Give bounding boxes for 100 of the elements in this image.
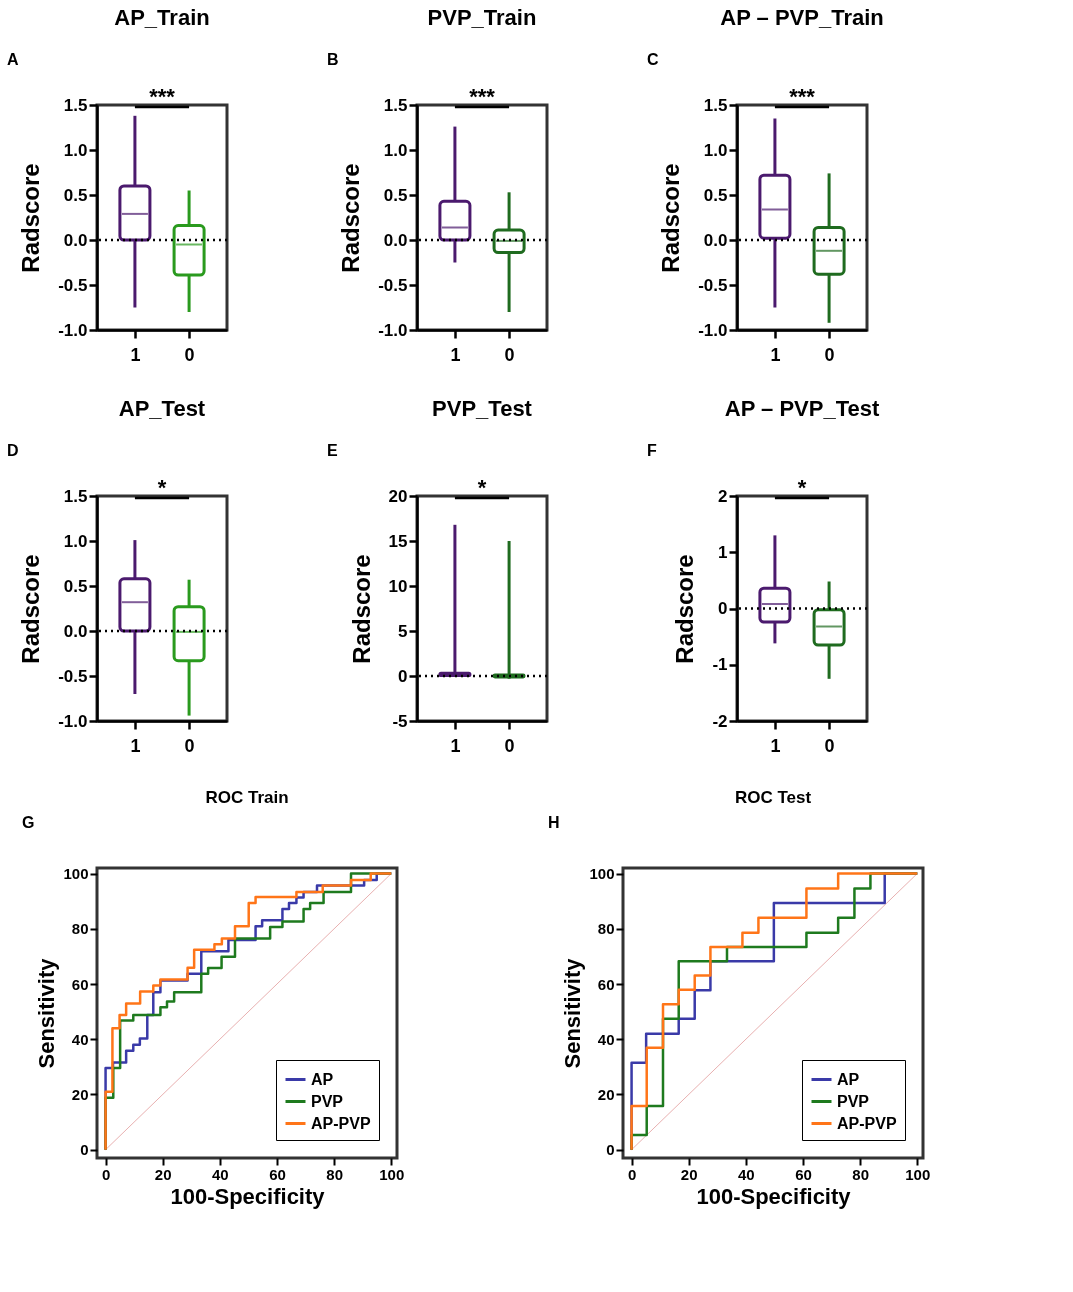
x-tick-label: 0	[824, 344, 835, 365]
y-tick-label: -1.0	[58, 320, 88, 340]
x-axis-title: 100-Specificity	[696, 1183, 852, 1209]
y-tick-label: 1.5	[703, 95, 728, 115]
x-tick-label: 80	[326, 1165, 343, 1183]
x-axis-title: 100-Specificity	[170, 1183, 326, 1209]
x-tick-label: 40	[212, 1165, 229, 1183]
y-axis-title: Sensitivity	[560, 957, 586, 1069]
chart-title: PVP_Test	[432, 396, 533, 421]
x-tick-label: 0	[504, 344, 515, 365]
y-axis-title: Radscore	[17, 554, 45, 664]
y-tick-label: -0.5	[378, 275, 408, 295]
y-tick-label: 0.0	[63, 230, 88, 250]
y-tick-label: 5	[398, 621, 408, 641]
y-tick-label: 0.5	[383, 185, 408, 205]
y-tick-label: 1	[718, 542, 728, 562]
text: E	[327, 442, 338, 459]
y-tick-label: 100	[63, 865, 89, 883]
y-tick-label: 20	[597, 1085, 615, 1103]
y-tick-label: 0.0	[383, 230, 408, 250]
legend-label: PVP	[837, 1092, 870, 1110]
y-tick-label: 20	[388, 486, 408, 506]
y-axis-title: Sensitivity	[34, 957, 60, 1069]
y-tick-label: 60	[71, 975, 89, 993]
y-tick-label: 1.5	[63, 486, 88, 506]
x-tick-label: 20	[154, 1165, 172, 1183]
y-axis-title: Radscore	[17, 163, 45, 273]
y-tick-label: 0	[398, 666, 408, 686]
x-tick-label: 1	[450, 344, 461, 365]
y-axis-title: Radscore	[657, 163, 685, 273]
y-tick-label: 0.5	[63, 185, 88, 205]
y-tick-label: 0	[718, 599, 728, 618]
text: G	[22, 814, 35, 831]
x-tick-label: 1	[450, 735, 461, 756]
legend-label: AP	[311, 1070, 334, 1088]
x-tick-label: 40	[738, 1165, 755, 1183]
y-tick-label: 1.0	[63, 531, 88, 551]
y-tick-label: 0.0	[63, 621, 88, 641]
y-axis-title: Radscore	[671, 554, 699, 664]
y-tick-label: -0.5	[58, 275, 88, 295]
y-tick-label: 0.5	[703, 185, 728, 205]
x-tick-label: 60	[795, 1165, 812, 1183]
text: C	[647, 51, 659, 68]
legend-label: PVP	[311, 1092, 344, 1110]
y-tick-label: -2	[712, 711, 728, 731]
x-tick-label: 0	[824, 735, 835, 756]
y-tick-label: -1	[712, 655, 728, 675]
y-axis-title: Radscore	[337, 163, 365, 273]
annotation: *	[797, 475, 807, 500]
y-tick-label: -1.0	[58, 711, 88, 731]
y-tick-label: 1.0	[63, 140, 88, 160]
x-tick-label: 60	[269, 1165, 286, 1183]
y-tick-label: 10	[388, 576, 408, 596]
y-tick-label: 40	[597, 1030, 615, 1048]
x-tick-label: 1	[770, 344, 781, 365]
text: B	[327, 51, 339, 68]
chart-title: AP – PVP_Train	[720, 5, 884, 30]
y-tick-label: 1.0	[703, 140, 728, 160]
x-tick-label: 0	[184, 735, 195, 756]
y-tick-label: 0	[606, 1141, 615, 1159]
y-axis-title: Radscore	[347, 554, 375, 664]
text: A	[7, 51, 19, 68]
legend-label: AP-PVP	[311, 1114, 371, 1132]
y-tick-label: 20	[71, 1085, 89, 1103]
x-tick-label: 100	[905, 1165, 931, 1183]
legend-label: AP-PVP	[837, 1114, 897, 1132]
chart-title: AP_Test	[118, 396, 206, 421]
x-tick-label: 0	[504, 735, 515, 756]
y-tick-label: 1.0	[383, 140, 408, 160]
y-tick-label: -0.5	[58, 666, 88, 686]
y-tick-label: 2	[718, 486, 728, 506]
y-tick-label: 0	[80, 1141, 89, 1159]
x-tick-label: 0	[627, 1165, 637, 1183]
y-tick-label: 40	[71, 1030, 89, 1048]
chart-title: ROC Train	[205, 788, 289, 807]
y-tick-label: 0.0	[703, 230, 728, 250]
chart-title: AP – PVP_Test	[724, 396, 880, 421]
text: D	[7, 442, 19, 459]
y-tick-label: -0.5	[698, 275, 728, 295]
text: F	[647, 442, 657, 459]
annotation: *	[477, 475, 487, 500]
y-tick-label: 1.5	[383, 95, 408, 115]
x-tick-label: 80	[852, 1165, 869, 1183]
x-tick-label: 0	[184, 344, 195, 365]
y-tick-label: 80	[597, 920, 615, 938]
y-tick-label: 60	[597, 975, 615, 993]
annotation: ***	[469, 84, 496, 109]
chart-title: ROC Test	[734, 788, 812, 807]
x-tick-label: 20	[680, 1165, 698, 1183]
annotation: ***	[789, 84, 816, 109]
chart-title: PVP_Train	[427, 5, 537, 30]
y-tick-label: -1.0	[378, 320, 408, 340]
y-tick-label: 1.5	[63, 95, 88, 115]
x-tick-label: 0	[101, 1165, 111, 1183]
y-tick-label: 100	[589, 865, 615, 883]
y-tick-label: 15	[388, 531, 408, 551]
annotation: ***	[149, 84, 176, 109]
chart-title: AP_Train	[114, 5, 210, 30]
annotation: *	[157, 475, 167, 500]
x-tick-label: 1	[130, 735, 141, 756]
